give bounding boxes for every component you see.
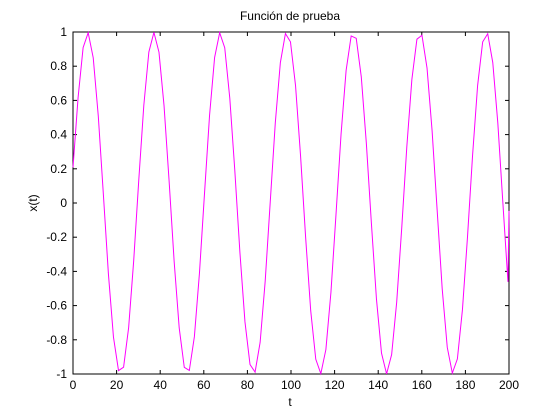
x-tick-label: 0 bbox=[70, 378, 77, 392]
y-tick-label: 0.2 bbox=[50, 162, 67, 176]
y-tick-label: -0.4 bbox=[46, 264, 67, 278]
plot-area: 0 20 40 60 80 100 120 140 160 180 200 -1 -0.8 -0.6 -0.… bbox=[46, 25, 519, 392]
x-tick-label: 20 bbox=[110, 378, 124, 392]
y-tick-label: 0.4 bbox=[50, 128, 67, 142]
chart-title: Función de prueba bbox=[240, 9, 340, 23]
x-tick-label: 200 bbox=[499, 378, 519, 392]
x-tick-label: 140 bbox=[368, 378, 388, 392]
series-line bbox=[72, 30, 510, 376]
x-tick-label: 100 bbox=[281, 378, 301, 392]
y-tick-label: -1 bbox=[56, 367, 67, 381]
y-tick-label: -0.8 bbox=[46, 333, 67, 347]
axis-ticks bbox=[72, 31, 510, 375]
x-axis-label: t bbox=[288, 395, 292, 409]
x-tick-label: 160 bbox=[412, 378, 432, 392]
y-tick-label: 0.6 bbox=[50, 93, 67, 107]
axes-box bbox=[72, 31, 510, 375]
x-tick-label: 120 bbox=[325, 378, 345, 392]
y-tick-label: 1 bbox=[60, 25, 67, 39]
x-tick-label: 60 bbox=[197, 378, 211, 392]
y-tick-label: 0 bbox=[60, 196, 67, 210]
axis-tick-labels: 0 20 40 60 80 100 120 140 160 180 200 -1 -0.8 -0.6 -0.… bbox=[46, 25, 519, 392]
x-tick-label: 180 bbox=[455, 378, 475, 392]
x-tick-label: 80 bbox=[241, 378, 255, 392]
y-tick-label: -0.2 bbox=[46, 230, 67, 244]
y-tick-label: 0.8 bbox=[50, 59, 67, 73]
y-axis-label: x(t) bbox=[26, 194, 40, 211]
y-tick-label: -0.6 bbox=[46, 299, 67, 313]
x-tick-label: 40 bbox=[154, 378, 168, 392]
